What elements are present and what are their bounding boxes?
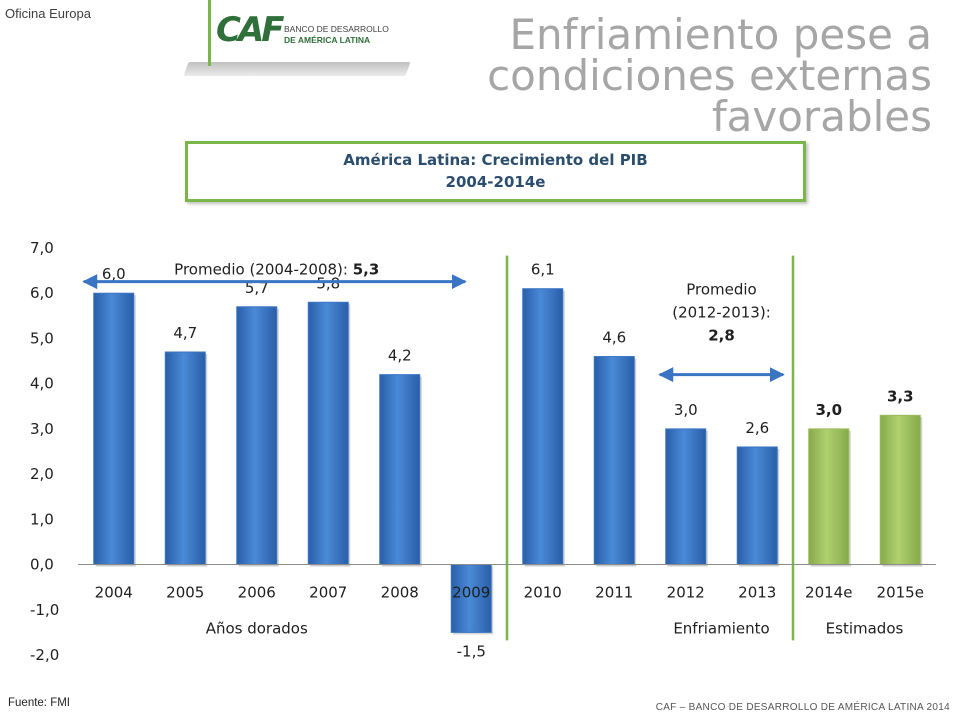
x-tick-label: 2013 [738, 584, 776, 602]
data-label: 4,6 [602, 329, 626, 347]
x-tick-label: 2010 [524, 584, 562, 602]
y-tick-label: -1,0 [30, 601, 59, 619]
bar [522, 288, 564, 566]
logo-divider [208, 0, 211, 66]
y-tick-label: -2,0 [30, 646, 59, 664]
bar [665, 428, 707, 566]
data-label: 3,3 [887, 387, 914, 405]
office-label: Oficina Europa [5, 6, 91, 21]
chart-title-box: América Latina: Crecimiento del PIB 2004… [185, 141, 806, 202]
data-label: -1,5 [457, 642, 486, 660]
x-tick-label: 2015e [877, 584, 924, 602]
data-label: 2,6 [745, 419, 769, 437]
data-label: 4,7 [173, 324, 197, 342]
bar [450, 564, 492, 633]
average-2012-2013-label: Promedio [686, 281, 757, 299]
page-title-line-3: favorables [711, 92, 932, 141]
caf-logo: CAF BANCO DE DESARROLLO DE AMÉRICA LATIN… [183, 0, 411, 80]
data-label: 6,1 [531, 261, 555, 279]
data-label: 3,0 [674, 401, 698, 419]
group-label: Enfriamiento [673, 620, 769, 638]
x-tick-label: 2009 [452, 584, 490, 602]
logo-line-1: BANCO DE DESARROLLO [284, 24, 389, 34]
source-note: Fuente: FMI [8, 697, 70, 709]
bar [379, 374, 421, 566]
bar [736, 446, 778, 566]
chart-subtitle: 2004-2014e [445, 173, 546, 191]
bar [164, 351, 206, 566]
x-tick-label: 2012 [667, 584, 705, 602]
bar [307, 301, 349, 566]
y-tick-label: 3,0 [30, 420, 54, 438]
data-label: 3,0 [815, 401, 842, 419]
x-tick-label: 2014e [805, 584, 852, 602]
x-tick-label: 2006 [238, 584, 276, 602]
chart-title: América Latina: Crecimiento del PIB [343, 151, 648, 169]
y-tick-label: 5,0 [30, 329, 54, 347]
bar [879, 414, 921, 566]
average-2012-2013-label: 2,8 [708, 327, 735, 345]
x-tick-label: 2011 [595, 584, 633, 602]
bar [593, 356, 635, 566]
data-label: 4,2 [388, 347, 412, 365]
average-2004-2008-label: Promedio (2004-2008): 5,3 [174, 261, 379, 279]
y-tick-label: 7,0 [30, 239, 54, 257]
page-title-line-1: Enfriamiento pese a [509, 10, 932, 59]
x-tick-label: 2005 [166, 584, 204, 602]
logo-mark: CAF [216, 10, 284, 50]
page-title: Enfriamiento pese a condiciones externas… [412, 14, 932, 138]
bar [236, 306, 278, 566]
y-tick-label: 0,0 [30, 556, 54, 574]
y-tick-label: 1,0 [30, 510, 54, 528]
y-tick-label: 4,0 [30, 375, 54, 393]
logo-text: BANCO DE DESARROLLO DE AMÉRICA LATINA [284, 24, 389, 46]
y-tick-label: 2,0 [30, 465, 54, 483]
logo-line-2: DE AMÉRICA LATINA [284, 35, 371, 45]
x-tick-label: 2007 [309, 584, 347, 602]
group-label: Años dorados [206, 620, 308, 638]
bar [93, 292, 135, 566]
average-2012-2013-label: (2012-2013): [672, 304, 771, 322]
x-tick-label: 2008 [381, 584, 419, 602]
page-title-line-2: condiciones externas [487, 51, 932, 100]
footer-org: CAF – BANCO DE DESARROLLO DE AMÉRICA LAT… [655, 702, 950, 713]
y-tick-label: 6,0 [30, 284, 54, 302]
group-label: Estimados [826, 620, 904, 638]
x-tick-label: 2004 [95, 584, 133, 602]
bar [808, 428, 850, 566]
